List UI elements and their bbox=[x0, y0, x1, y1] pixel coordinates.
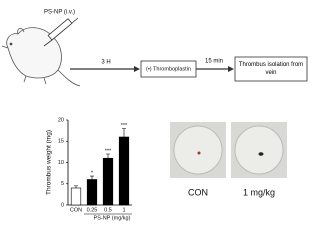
error-bar bbox=[122, 128, 126, 137]
syringe bbox=[43, 17, 79, 47]
y-tick-label: 5 bbox=[61, 181, 64, 187]
error-bar bbox=[106, 153, 110, 159]
y-tick-label: 10 bbox=[58, 160, 64, 166]
step-label: Thrombus isolation from vein bbox=[238, 62, 304, 76]
photo bbox=[231, 122, 287, 178]
injection-label: PS-NP (i.v.) bbox=[44, 10, 75, 16]
error-bar bbox=[74, 185, 78, 188]
x-tick-label: CON bbox=[70, 207, 82, 213]
x-axis-title: PS-NP (mg/kg) bbox=[94, 215, 131, 221]
x-tick-label: 1 bbox=[122, 207, 125, 213]
step-container: Thrombus isolation from vein bbox=[238, 62, 304, 76]
step-label: (•) Thromboplastin bbox=[146, 66, 191, 72]
y-axis-title: Thrombus weight (mg) bbox=[46, 130, 53, 195]
time-label: 15 min bbox=[205, 59, 223, 65]
error-bar bbox=[90, 175, 94, 180]
photo-label: CON bbox=[188, 187, 208, 197]
x-tick-label: 0.25 bbox=[87, 207, 98, 213]
x-tick-label: 0.5 bbox=[104, 207, 112, 213]
bar bbox=[70, 187, 82, 206]
bar bbox=[118, 136, 130, 206]
significance-label: * bbox=[91, 171, 94, 177]
arrows bbox=[70, 66, 234, 72]
step-box bbox=[234, 56, 308, 82]
significance-label: *** bbox=[105, 148, 112, 154]
mouse-illustration bbox=[1, 27, 81, 87]
time-label: 3 H bbox=[101, 60, 110, 66]
bar bbox=[86, 179, 98, 206]
bar-chart: 0 5 10 15 20 Thrombus weight (mg) CON 0.25 * 0.5 *… bbox=[46, 117, 132, 221]
significance-label: *** bbox=[121, 123, 128, 129]
bar bbox=[102, 157, 114, 206]
photo-label: 1 mg/kg bbox=[243, 187, 275, 197]
photo bbox=[170, 122, 226, 178]
y-tick-label: 20 bbox=[58, 117, 64, 123]
y-tick-label: 15 bbox=[58, 139, 64, 145]
figure: PS-NP (i.v.) 3 H (•) Thromboplastin 15 m… bbox=[1, 10, 308, 221]
step-box bbox=[140, 60, 197, 78]
y-tick-label: 0 bbox=[61, 202, 64, 208]
